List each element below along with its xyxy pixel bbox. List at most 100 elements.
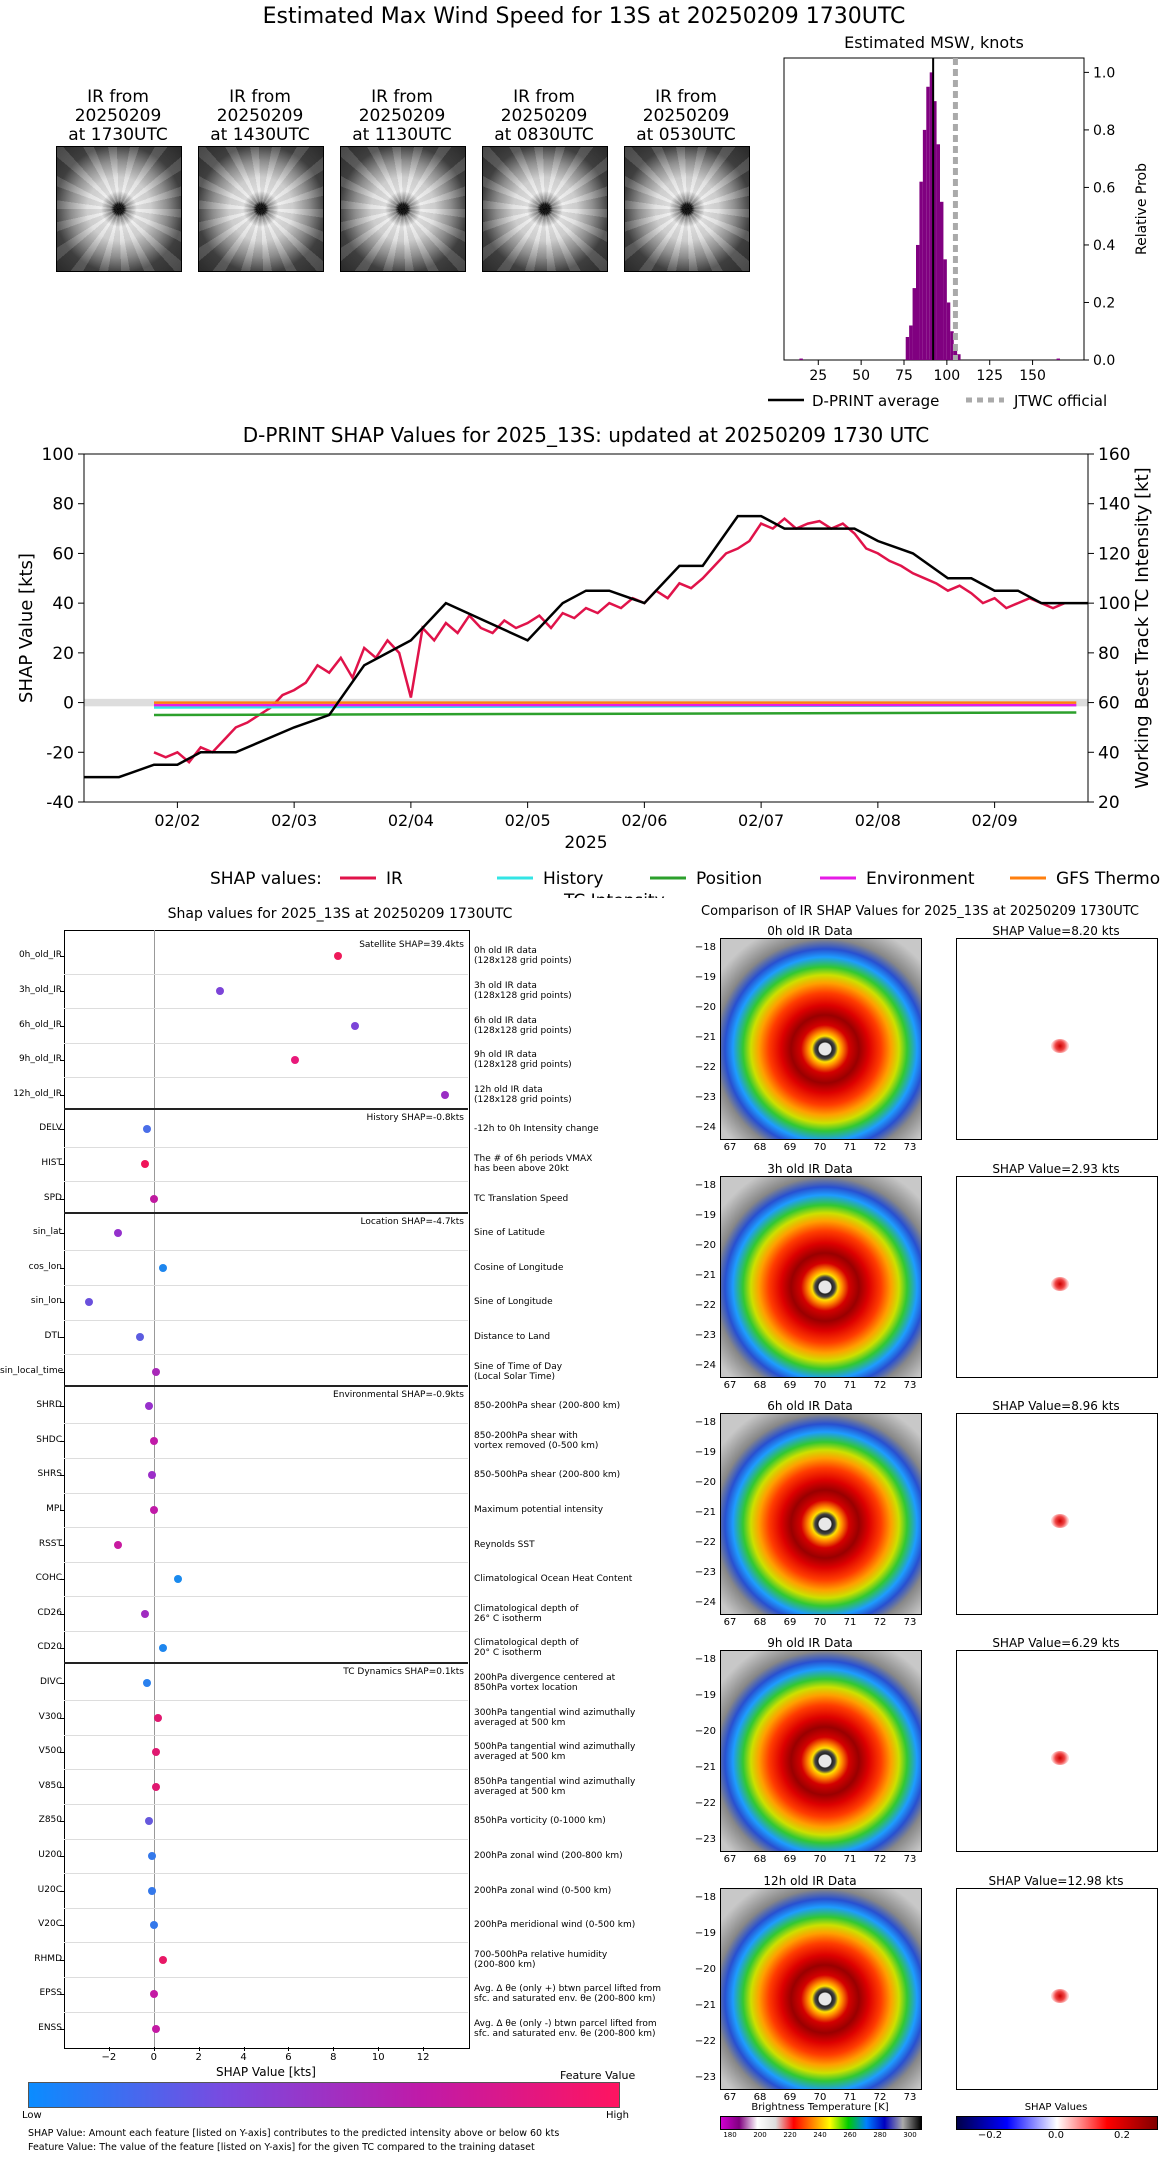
tick-label: −21 — [694, 1507, 716, 1518]
msw-bar — [926, 86, 930, 360]
feature-label: V300 — [38, 1711, 62, 1722]
feature-label: CD20 — [37, 1642, 62, 1653]
shap-scatter-chart: Satellite SHAP=39.4kts 0h_old_IR 0h old IR… — [0, 930, 700, 2079]
tick-label: 0 — [63, 694, 74, 714]
group-label: Location SHAP=-4.7kts — [360, 1216, 464, 1227]
shap-point — [140, 1159, 149, 1168]
tick-label: 4 — [240, 2052, 247, 2064]
tick-label: 71 — [843, 1854, 857, 1865]
tick-label: 70 — [813, 1380, 827, 1391]
tick-label: 8 — [330, 2052, 337, 2064]
row-divider — [64, 2011, 468, 2013]
tick-label: −21 — [694, 1270, 716, 1281]
tick-label: 0.4 — [1093, 238, 1115, 254]
msw-bar — [940, 201, 944, 360]
shap-point — [145, 1817, 154, 1826]
feature-label: COHC — [35, 1573, 62, 1584]
feature-description: 500hPa tangential wind azimuthally averag… — [474, 1742, 636, 1763]
tick-label: 20 — [1098, 793, 1120, 813]
feature-label: SHRS — [37, 1469, 62, 1480]
feature-label: SHRD — [36, 1400, 62, 1411]
feature-label: Z850 — [38, 1815, 62, 1826]
x-tick — [423, 2047, 425, 2052]
row-divider — [64, 1458, 468, 1459]
tick-label: −23 — [694, 2072, 716, 2083]
legend-title: SHAP values: — [210, 869, 322, 889]
tick-label: −18 — [694, 1654, 716, 1665]
tick-label: −23 — [694, 1330, 716, 1341]
shap-hotspot — [1051, 1989, 1069, 2003]
shap-point — [149, 1436, 158, 1445]
y-tick — [60, 1440, 64, 1442]
feature-label: sin_lon — [30, 1296, 62, 1307]
shap-panel-title: SHAP Value=2.93 kts — [992, 1162, 1120, 1176]
feature-description: Climatological Ocean Heat Content — [474, 1574, 633, 1585]
feature-description: -12h to 0h Intensity change — [474, 1124, 599, 1135]
y-tick — [60, 1959, 64, 1961]
tick-label: −23 — [694, 1567, 716, 1578]
legend-label: GFS Thermo — [1056, 869, 1160, 889]
tick-label: 72 — [873, 1380, 887, 1391]
x-tick — [243, 2047, 245, 2052]
shap-point — [147, 1886, 156, 1895]
feature-value-high: High — [606, 2110, 629, 2121]
tick-label: −24 — [694, 1122, 716, 1133]
timeseries-xlabel: 2025 — [564, 833, 607, 853]
tick-label: 68 — [753, 2092, 767, 2103]
feature-description: 850hPa vorticity (0-1000 km) — [474, 1816, 606, 1827]
tick-label: 02/05 — [505, 811, 551, 830]
tick-label: −20 — [694, 1477, 716, 1488]
tick-label: 67 — [723, 1380, 737, 1391]
ir-image-panel — [720, 1650, 922, 1852]
tick-label: 71 — [843, 1617, 857, 1628]
tick-label: 0.6 — [1093, 180, 1115, 196]
tick-label: 70 — [813, 1617, 827, 1628]
tick-label: 100 — [1098, 594, 1130, 614]
tick-label: 120 — [1098, 544, 1130, 564]
group-separator — [64, 1384, 468, 1387]
tick-label: −20 — [694, 1240, 716, 1251]
feature-description: 200hPa meridional wind (0-500 km) — [474, 1920, 636, 1931]
msw-bar — [946, 302, 951, 360]
feature-description: 3h old IR data (128x128 grid points) — [474, 980, 572, 1001]
tick-label: 72 — [873, 2092, 887, 2103]
main-title: Estimated Max Wind Speed for 13S at 2025… — [262, 4, 906, 29]
y-tick — [60, 1855, 64, 1857]
shap-point — [152, 1367, 161, 1376]
shap-point — [158, 1955, 167, 1964]
tick-label: −19 — [694, 1928, 716, 1939]
x-tick — [333, 2047, 335, 2052]
ir-thumb-image — [624, 146, 750, 272]
msw-histogram: Estimated MSW, knots 25 50 75 100 125 150 0.0 0.… — [768, 33, 1150, 410]
bt-colorbar-label: Brightness Temperature [K] — [751, 2102, 889, 2113]
tick-label: −21 — [694, 1032, 716, 1043]
shap-point — [149, 1194, 158, 1203]
series-line-tc-intensity — [84, 514, 1088, 779]
feature-label: DTL — [44, 1330, 62, 1341]
timeseries-y2label: Working Best Track TC Intensity [kt] — [1132, 467, 1153, 788]
group-label: TC Dynamics SHAP=0.1kts — [343, 1666, 464, 1677]
feature-label: RSST — [38, 1538, 62, 1549]
y-tick — [60, 1579, 64, 1581]
feature-description: Climatological depth of 26° C isotherm — [474, 1603, 579, 1624]
feature-description: 300hPa tangential wind azimuthally averag… — [474, 1707, 636, 1728]
msw-bar — [1056, 358, 1060, 360]
tick-label: 150 — [1019, 368, 1046, 384]
feature-label: SHDC — [36, 1434, 62, 1445]
ir-thumb-image — [340, 146, 466, 272]
tick-label: 73 — [903, 1617, 917, 1628]
y-tick — [60, 1163, 64, 1165]
tick-label: 40 — [1098, 743, 1120, 763]
row-divider — [64, 1146, 468, 1148]
legend-label: Environment — [866, 869, 975, 889]
tick-label: 70 — [813, 1142, 827, 1153]
ir-thumb-label: IR from 20250209 at 0530UTC — [636, 87, 736, 145]
tick-label: 180 — [723, 2131, 737, 2139]
row-divider — [64, 1285, 468, 1286]
x-tick — [288, 2047, 290, 2052]
tick-label: 0.2 — [1114, 2130, 1130, 2141]
tick-label: 68 — [753, 1854, 767, 1865]
sv-colorbar — [956, 2116, 1158, 2130]
tick-label: 100 — [933, 368, 960, 384]
tick-label: 240 — [813, 2131, 827, 2139]
